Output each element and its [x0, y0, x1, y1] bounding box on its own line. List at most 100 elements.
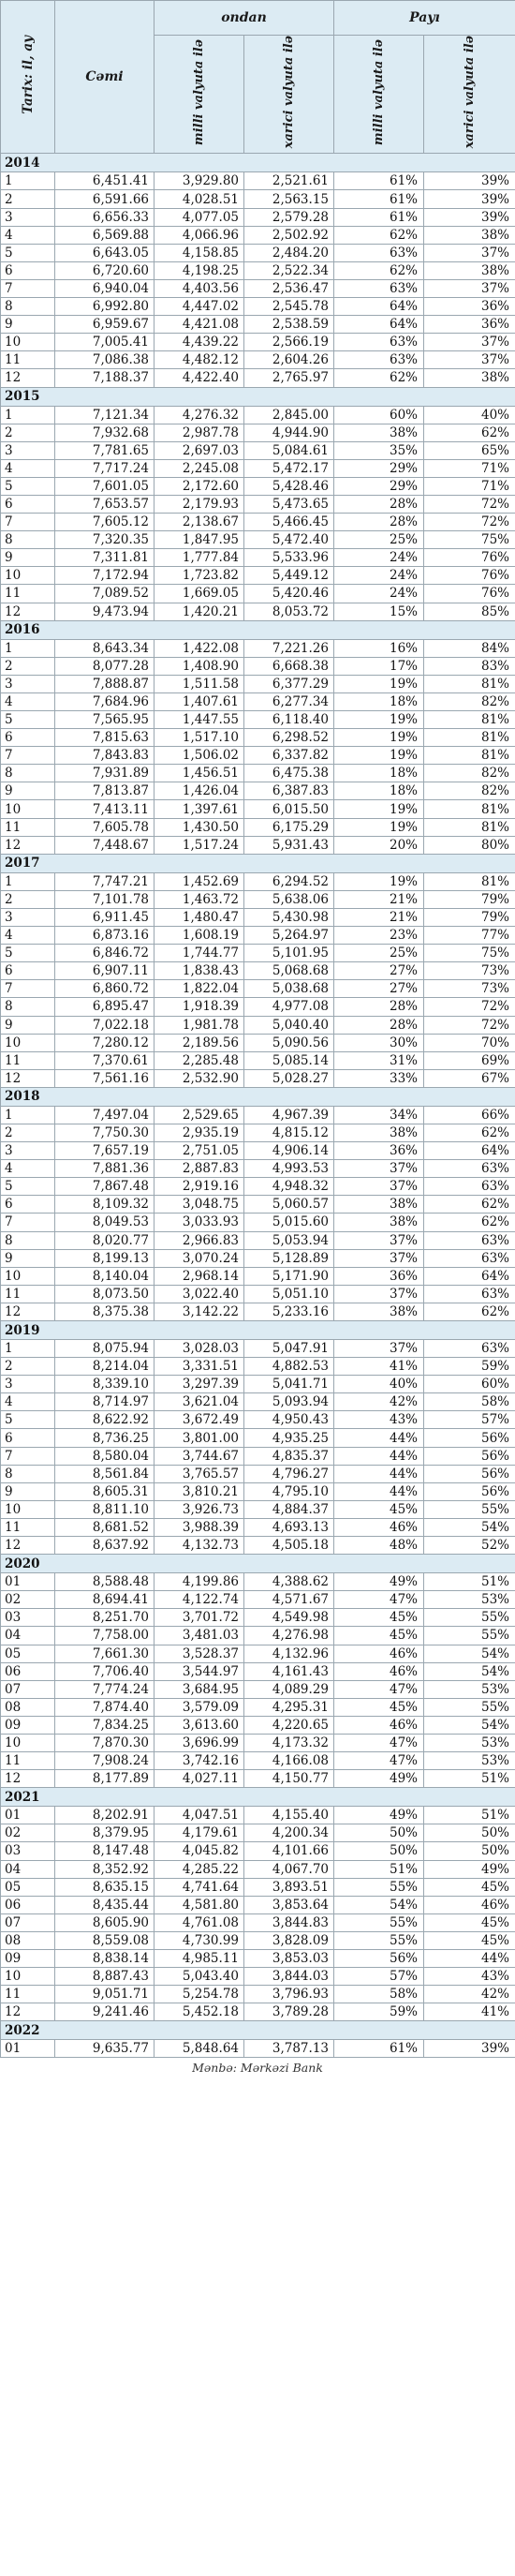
national-share-cell: 45%: [333, 1697, 424, 1717]
table-row: 7 8,049.53 3,033.93 5,015.60 38% 62%: [0, 1213, 515, 1232]
national-share-cell: 28%: [333, 494, 424, 514]
table-row: 6 7,653.57 2,179.93 5,473.65 28% 72%: [0, 494, 515, 514]
total-cell: 8,020.77: [54, 1230, 154, 1250]
foreign-cell: 4,549.98: [243, 1608, 334, 1628]
foreign-cell: 6,118.40: [243, 709, 334, 730]
total-cell: 7,565.95: [54, 709, 154, 730]
table-row: 12 9,241.46 5,452.18 3,789.28 59% 41%: [0, 2003, 515, 2022]
total-cell: 7,661.30: [54, 1644, 154, 1663]
table-row: 1 8,075.94 3,028.03 5,047.91 37% 63%: [0, 1338, 515, 1359]
national-cell: 5,254.78: [154, 1985, 244, 2004]
total-cell: 6,846.72: [54, 944, 154, 963]
table-row: 3 7,657.19 2,751.05 4,906.14 36% 64%: [0, 1141, 515, 1161]
national-cell: 3,765.57: [154, 1464, 244, 1483]
month-cell: 3: [0, 674, 55, 693]
national-share-cell: 30%: [333, 1033, 424, 1052]
total-cell: 7,867.48: [54, 1177, 154, 1197]
total-cell: 8,714.97: [54, 1392, 154, 1412]
month-cell: 2: [0, 656, 55, 676]
foreign-cell: 5,060.57: [243, 1195, 334, 1214]
month-cell: 8: [0, 297, 55, 317]
foreign-cell: 4,295.31: [243, 1697, 334, 1717]
total-cell: 8,887.43: [54, 1967, 154, 1987]
month-cell: 08: [0, 1697, 55, 1717]
month-cell: 9: [0, 548, 55, 568]
national-cell: 1,447.55: [154, 709, 244, 730]
total-cell: 6,959.67: [54, 315, 154, 335]
month-cell: 05: [0, 1644, 55, 1663]
national-cell: 4,421.08: [154, 315, 244, 335]
national-share-cell: 64%: [333, 297, 424, 317]
national-share-cell: 28%: [333, 513, 424, 532]
table-row: 3 6,911.45 1,480.47 5,430.98 21% 79%: [0, 907, 515, 928]
national-cell: 4,276.32: [154, 405, 244, 424]
foreign-cell: 3,789.28: [243, 2003, 334, 2022]
national-cell: 3,142.22: [154, 1302, 244, 1322]
total-cell: 8,177.89: [54, 1769, 154, 1789]
total-cell: 8,075.94: [54, 1338, 154, 1359]
foreign-share-cell: 72%: [423, 1015, 515, 1035]
national-cell: 4,741.64: [154, 1877, 244, 1897]
month-cell: 3: [0, 207, 55, 227]
national-cell: 3,929.80: [154, 171, 244, 191]
national-share-cell: 50%: [333, 1841, 424, 1861]
national-share-cell: 55%: [333, 1913, 424, 1932]
foreign-cell: 5,041.71: [243, 1375, 334, 1394]
national-cell: 2,189.56: [154, 1033, 244, 1052]
national-share-cell: 23%: [333, 926, 424, 946]
foreign-cell: 6,387.83: [243, 782, 334, 801]
national-share-cell: 35%: [333, 440, 424, 460]
national-cell: 1,430.50: [154, 817, 244, 837]
table-row: 04 8,352.92 4,285.22 4,067.70 51% 49%: [0, 1859, 515, 1879]
total-cell: 7,815.63: [54, 728, 154, 748]
total-cell: 6,992.80: [54, 297, 154, 317]
total-cell: 8,635.15: [54, 1877, 154, 1897]
national-cell: 1,777.84: [154, 548, 244, 568]
national-share-cell: 19%: [333, 674, 424, 693]
table-row: 2 7,932.68 2,987.78 4,944.90 38% 62%: [0, 423, 515, 442]
national-cell: 4,077.05: [154, 207, 244, 227]
total-cell: 7,653.57: [54, 494, 154, 514]
national-share-cell: 54%: [333, 1895, 424, 1914]
foreign-cell: 4,101.66: [243, 1841, 334, 1861]
national-share-cell: 37%: [333, 1284, 424, 1303]
total-cell: 7,121.34: [54, 405, 154, 424]
month-cell: 12: [0, 835, 55, 855]
total-cell: 8,811.10: [54, 1499, 154, 1519]
foreign-share-cell: 56%: [423, 1464, 515, 1483]
table-row: 05 7,661.30 3,528.37 4,132.96 46% 54%: [0, 1644, 515, 1663]
month-cell: 11: [0, 350, 55, 370]
foreign-share-cell: 45%: [423, 1913, 515, 1932]
foreign-share-cell: 38%: [423, 225, 515, 245]
national-cell: 3,331.51: [154, 1357, 244, 1377]
national-share-cell: 38%: [333, 423, 424, 442]
table-row: 03 8,147.48 4,045.82 4,101.66 50% 50%: [0, 1841, 515, 1861]
table-row: 9 7,022.18 1,981.78 5,040.40 28% 72%: [0, 1015, 515, 1035]
national-share-cell: 33%: [333, 1068, 424, 1088]
total-cell: 7,005.41: [54, 333, 154, 352]
foreign-share-cell: 55%: [423, 1697, 515, 1717]
table-row: 8 8,561.84 3,765.57 4,796.27 44% 56%: [0, 1464, 515, 1483]
foreign-share-cell: 81%: [423, 728, 515, 748]
month-cell: 4: [0, 926, 55, 946]
national-share-cell: 21%: [333, 889, 424, 909]
year-label: 2014: [0, 153, 515, 173]
national-cell: 4,028.51: [154, 189, 244, 209]
month-cell: 4: [0, 225, 55, 245]
table-row: 8 6,895.47 1,918.39 4,977.08 28% 72%: [0, 997, 515, 1017]
foreign-share-cell: 54%: [423, 1715, 515, 1735]
total-cell: 8,561.84: [54, 1464, 154, 1483]
foreign-cell: 5,233.16: [243, 1302, 334, 1322]
foreign-share-cell: 37%: [423, 243, 515, 262]
month-cell: 1: [0, 171, 55, 191]
national-cell: 2,919.16: [154, 1177, 244, 1197]
foreign-share-cell: 50%: [423, 1841, 515, 1861]
month-cell: 12: [0, 1769, 55, 1789]
month-cell: 04: [0, 1626, 55, 1645]
month-cell: 7: [0, 1446, 55, 1466]
foreign-cell: 2,538.59: [243, 315, 334, 335]
total-cell: 6,656.33: [54, 207, 154, 227]
year-row: 2015: [0, 386, 515, 407]
foreign-share-cell: 63%: [423, 1177, 515, 1197]
year-row: 2014: [0, 153, 515, 173]
